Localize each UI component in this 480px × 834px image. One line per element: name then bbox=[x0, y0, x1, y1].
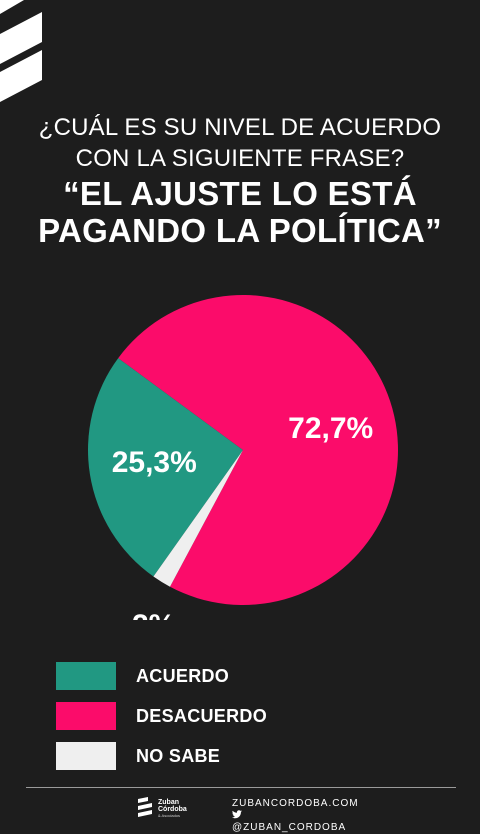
brand-line-1: Zuban bbox=[158, 799, 179, 806]
legend-label-desacuerdo: DESACUERDO bbox=[136, 706, 268, 726]
twitter-handle-row[interactable]: @ZUBAN_CORDOBA bbox=[232, 810, 359, 834]
pie-slice-acuerdo bbox=[88, 358, 244, 577]
pie-label-no-sabe: 2% bbox=[132, 609, 175, 620]
website-link[interactable]: ZUBANCORDOBA.COM bbox=[232, 798, 359, 809]
legend-swatch-acuerdo bbox=[56, 662, 116, 690]
pie-chart: 25,3% 72,7% 2% bbox=[88, 295, 399, 620]
legend-swatch-no-sabe bbox=[56, 742, 116, 770]
pie-label-acuerdo: 25,3% bbox=[112, 446, 197, 479]
survey-quote: “EL AJUSTE LO ESTÁ PAGANDO LA POLÍTICA” bbox=[0, 175, 480, 249]
survey-question: ¿CUÁL ES SU NIVEL DE ACUERDO CON LA SIGU… bbox=[0, 112, 480, 174]
quote-line-1: “EL AJUSTE LO ESTÁ bbox=[63, 175, 417, 212]
footer-links: ZUBANCORDOBA.COM @ZUBAN_CORDOBA bbox=[232, 798, 359, 834]
pie-label-desacuerdo: 72,7% bbox=[288, 412, 373, 445]
brand-line-3: & Asociados bbox=[158, 813, 181, 818]
twitter-bird-icon bbox=[232, 810, 242, 819]
brand-line-2: Córdoba bbox=[158, 806, 187, 813]
legend-label-no-sabe: NO SABE bbox=[136, 746, 221, 766]
corner-stripes-decoration bbox=[0, 0, 42, 102]
footer-divider bbox=[26, 787, 456, 788]
legend-label-acuerdo: ACUERDO bbox=[136, 666, 230, 686]
legend-swatch-desacuerdo bbox=[56, 702, 116, 730]
pie-slice-no-sabe bbox=[153, 450, 243, 587]
question-line-1: ¿CUÁL ES SU NIVEL DE ACUERDO bbox=[38, 114, 442, 141]
zuban-logo-icon bbox=[138, 797, 152, 817]
brand-name: Zuban Córdoba & Asociados bbox=[158, 799, 187, 818]
pie-slice-desacuerdo bbox=[118, 295, 399, 605]
quote-line-2: PAGANDO LA POLÍTICA” bbox=[38, 212, 442, 249]
twitter-handle: @ZUBAN_CORDOBA bbox=[232, 822, 347, 833]
question-line-2: CON LA SIGUIENTE FRASE? bbox=[75, 145, 405, 172]
